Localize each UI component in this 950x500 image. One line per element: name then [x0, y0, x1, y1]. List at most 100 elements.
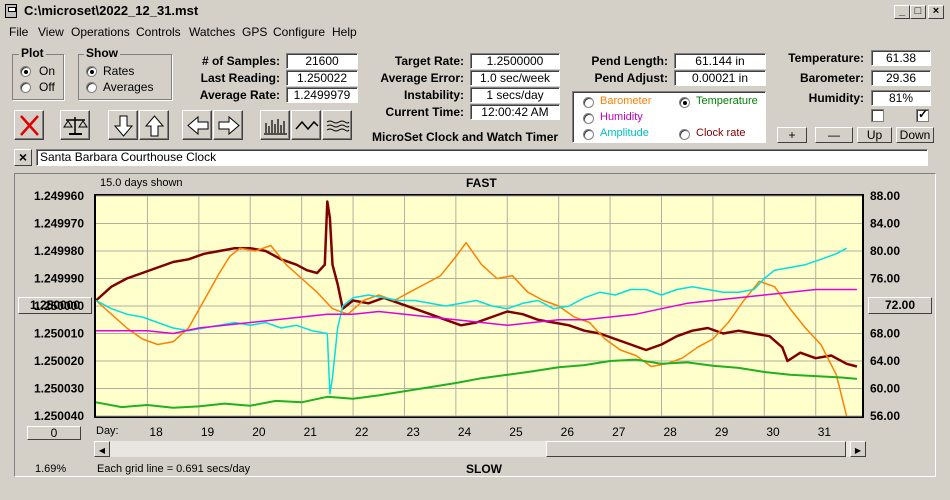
barometer-label: Barometer:	[799, 71, 864, 85]
wave-icon	[295, 120, 319, 131]
barometer-field: 29.36	[871, 70, 931, 86]
plot-on-radio[interactable]	[20, 66, 31, 77]
arrow-left-icon	[187, 115, 209, 136]
plot-on-label: On	[39, 64, 56, 78]
bottom-left-button[interactable]: 0	[27, 426, 81, 440]
average-rate-field: 1.2499979	[286, 87, 358, 103]
scroll-thumb[interactable]	[546, 441, 846, 457]
instability-field: 1 secs/day	[470, 87, 560, 103]
x-tick-label: 25	[509, 425, 523, 439]
overlay-selector: Barometer Temperature Humidity Amplitude…	[572, 91, 766, 143]
minus-button[interactable]: —	[815, 127, 853, 143]
balance-icon	[63, 117, 88, 135]
move-down-button[interactable]	[108, 110, 138, 140]
right-axis-button[interactable]: 72.00	[868, 297, 932, 314]
menu-view[interactable]: View	[38, 25, 64, 39]
menu-operations[interactable]: Operations	[71, 25, 130, 39]
show-group-title: Show	[84, 46, 120, 60]
move-up-button[interactable]	[139, 110, 169, 140]
clear-clock-button[interactable]: ×	[14, 149, 32, 166]
overlay-humidity-radio[interactable]	[583, 113, 594, 124]
arrow-up-icon	[144, 115, 165, 137]
cancel-button[interactable]	[14, 110, 44, 140]
wave-view-button[interactable]	[291, 110, 321, 140]
y-left-tick-label: 1.249970	[34, 217, 84, 231]
percent-label: 1.69%	[35, 463, 67, 475]
close-button[interactable]: ×	[928, 5, 944, 19]
close-icon: ×	[932, 5, 940, 17]
menu-controls[interactable]: Controls	[136, 25, 181, 39]
maximize-button[interactable]: □	[910, 5, 926, 19]
pend-length-field: 61.144 in	[674, 53, 766, 69]
scroll-left-arrow[interactable]: ◀	[94, 441, 110, 457]
up-button[interactable]: Up	[857, 127, 892, 143]
y-left-tick-label: 1.249960	[34, 189, 84, 203]
x-tick-label: 20	[252, 425, 266, 439]
x-tick-label: 18	[149, 425, 163, 439]
current-time-label: Current Time:	[385, 105, 464, 119]
series-line-temperature	[95, 358, 857, 409]
close-x-icon: ×	[18, 149, 28, 165]
app-icon[interactable]	[5, 4, 17, 18]
show-averages-radio[interactable]	[86, 82, 97, 93]
scroll-right-button[interactable]	[213, 110, 243, 140]
scroll-right-arrow[interactable]: ▶	[850, 441, 866, 457]
instability-label: Instability:	[403, 88, 464, 102]
y-left-tick-label: 1.249990	[34, 272, 84, 286]
series-line-humidity	[96, 288, 857, 335]
target-rate-label: Target Rate:	[394, 54, 464, 68]
minimize-button[interactable]: _	[894, 5, 910, 19]
series-line-barometer	[95, 241, 848, 417]
app-name: MicroSet Clock and Watch Timer	[372, 130, 559, 144]
down-button[interactable]: Down	[896, 127, 934, 143]
x-tick-label: 31	[818, 425, 832, 439]
env-checkbox-1[interactable]	[871, 109, 884, 122]
show-rates-label: Rates	[103, 64, 135, 78]
show-rates-radio[interactable]	[86, 66, 97, 77]
series-line-amplitude	[95, 247, 847, 395]
y-left-tick-label: 1.250010	[34, 327, 84, 341]
triangle-right-icon: ▶	[854, 446, 862, 455]
y-right-tick-label: 60.00	[870, 382, 900, 396]
menu-gps[interactable]: GPS	[242, 25, 268, 39]
overlay-barometer-label: Barometer	[600, 95, 652, 107]
overlay-amplitude-radio[interactable]	[583, 129, 594, 140]
plot-off-radio[interactable]	[20, 82, 31, 93]
temperature-field: 61.38	[871, 50, 931, 66]
left-axis-button[interactable]: 1.250000	[18, 297, 92, 314]
calibrate-button[interactable]	[60, 110, 90, 140]
menu-configure[interactable]: Configure	[273, 25, 326, 39]
plus-button[interactable]: +	[777, 127, 807, 143]
overlay-barometer-radio[interactable]	[583, 97, 594, 108]
x-tick-label: 22	[355, 425, 369, 439]
menu-file[interactable]: File	[9, 25, 29, 39]
overlay-clock-rate-label: Clock rate	[696, 127, 746, 139]
plot-off-label: Off	[39, 80, 55, 94]
bars-view-button[interactable]	[260, 110, 290, 140]
plot-group-title: Plot	[19, 46, 46, 60]
title-bar: C:\microset\2022_12_31.mst _ □ ×	[0, 0, 950, 22]
menu-bar: File View Operations Controls Watches GP…	[0, 22, 950, 42]
overlay-temperature-radio[interactable]	[679, 97, 690, 108]
triangle-left-icon: ◀	[98, 446, 106, 455]
window-title: C:\microset\2022_12_31.mst	[24, 3, 199, 18]
pend-length-label: Pend Length:	[591, 54, 668, 68]
humidity-field: 81%	[871, 90, 931, 106]
temperature-label: Temperature:	[788, 51, 864, 65]
clock-name-field[interactable]: Santa Barbara Courthouse Clock	[36, 149, 928, 166]
ripple-view-button[interactable]	[322, 110, 352, 140]
overlay-amplitude-label: Amplitude	[600, 127, 649, 139]
overlay-humidity-label: Humidity	[600, 111, 643, 123]
overlay-clock-rate-radio[interactable]	[679, 129, 690, 140]
target-rate-field[interactable]: 1.2500000	[470, 53, 560, 69]
maximize-icon: □	[914, 5, 922, 17]
y-right-tick-label: 84.00	[870, 217, 900, 231]
fast-label: FAST	[466, 176, 497, 190]
time-scrollbar[interactable]: ◀ ▶	[94, 441, 866, 457]
average-rate-label: Average Rate:	[199, 88, 280, 102]
menu-watches[interactable]: Watches	[189, 25, 236, 39]
ripple-icon	[326, 120, 350, 132]
menu-help[interactable]: Help	[332, 25, 357, 39]
env-checkbox-2[interactable]: ✓	[916, 107, 929, 122]
scroll-left-button[interactable]	[182, 110, 212, 140]
